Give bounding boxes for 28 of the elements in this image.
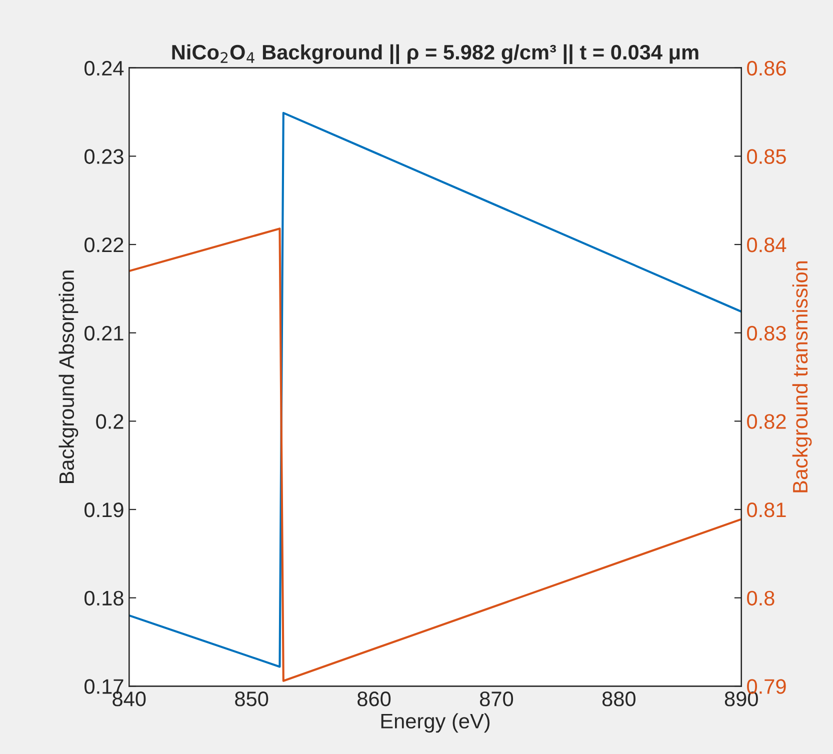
y2-tick-label: 0.83 xyxy=(747,326,786,341)
y-tick-label: 0.24 xyxy=(84,60,124,76)
y-axis-title: Background Absorption xyxy=(58,270,78,483)
y-tick-label: 0.23 xyxy=(84,149,124,164)
y-tick-label: 0.19 xyxy=(84,502,124,518)
chart-title: NiCo$_{2}$O$_{4}$ Background || ρ = 5.982 g/cm³ || t = 0.034 μm xyxy=(172,44,698,64)
line-series xyxy=(129,228,742,682)
y-tick-label: 0.21 xyxy=(84,326,124,341)
y2-tick-label: 0.85 xyxy=(747,149,786,164)
x-tick-label: 870 xyxy=(480,692,514,706)
x-tick-label: 860 xyxy=(358,692,391,706)
y-tick-label: 0.22 xyxy=(84,238,124,252)
x-tick-label: 840 xyxy=(112,692,146,706)
y2-tick-label: 0.86 xyxy=(747,60,786,76)
x-tick-label: 880 xyxy=(602,692,636,706)
y2-tick-label: 0.84 xyxy=(747,238,786,252)
y-tick-label: 0.18 xyxy=(84,590,124,606)
y2-tick-label: 0.82 xyxy=(747,414,786,429)
y2-axis-title: Background transmission xyxy=(792,261,812,492)
x-tick-label: 890 xyxy=(724,692,758,706)
y2-tick-label: 0.8 xyxy=(747,590,774,606)
line-series xyxy=(129,112,742,668)
x-tick-label: 850 xyxy=(235,692,268,706)
y2-tick-label: 0.81 xyxy=(747,502,786,518)
y-tick-label: 0.2 xyxy=(96,414,124,429)
x-axis-title: Energy (eV) xyxy=(381,713,490,733)
y2-tick-label: 0.79 xyxy=(747,679,786,694)
y-tick-label: 0.17 xyxy=(84,679,124,694)
